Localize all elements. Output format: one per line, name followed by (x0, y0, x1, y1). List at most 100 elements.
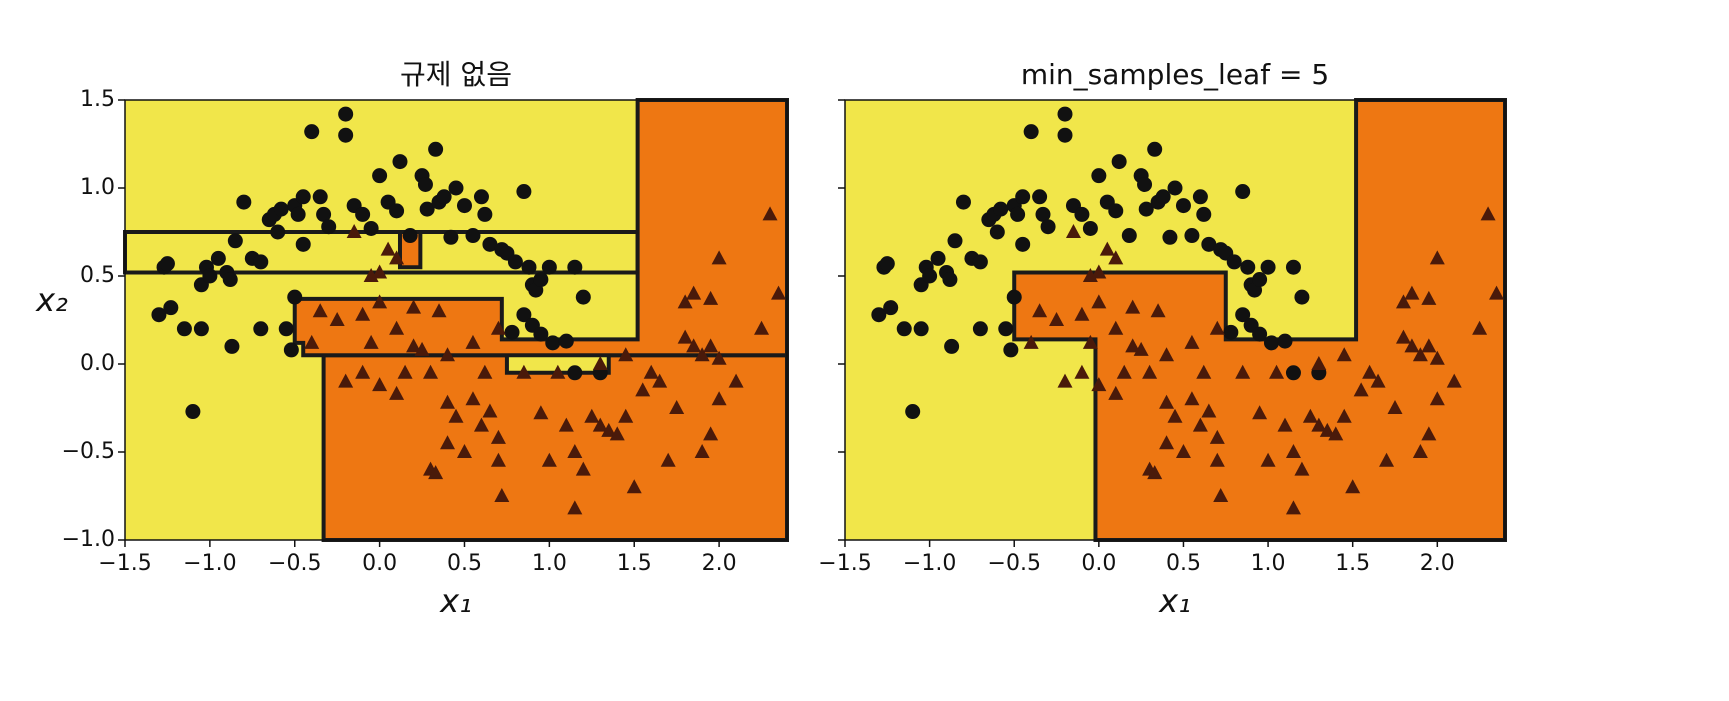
circle-point (338, 106, 354, 122)
y-tick-label: 1.5 (80, 87, 115, 112)
triangle-point (431, 303, 447, 318)
circle-point (1167, 180, 1183, 196)
triangle-point (1412, 347, 1428, 362)
triangle-point (1345, 479, 1361, 494)
circle-point (295, 189, 311, 205)
circle-point (372, 168, 388, 184)
x-tick-label: 1.0 (532, 551, 567, 576)
circle-point (482, 236, 498, 252)
triangle-point (1421, 338, 1437, 353)
circle-point (402, 228, 418, 244)
circle-point (1285, 365, 1301, 381)
triangle-point (660, 452, 676, 467)
triangle-point (329, 312, 345, 326)
circle-point (1057, 127, 1073, 143)
circle-point (905, 404, 921, 420)
triangle-point (482, 403, 498, 418)
triangle-point (762, 206, 778, 221)
circle-point (567, 259, 583, 275)
triangle-point (567, 444, 583, 458)
triangle-point (355, 306, 371, 321)
circle-point (287, 289, 303, 305)
circle-point (363, 220, 379, 236)
circle-point (1137, 176, 1153, 192)
circle-point (1074, 206, 1090, 222)
circle-point (456, 198, 472, 214)
circle-point (193, 321, 209, 337)
triangle-point (372, 377, 388, 392)
circle-point (436, 189, 452, 205)
triangle-point (1302, 408, 1318, 423)
triangle-point (304, 334, 320, 349)
triangle-point (1235, 364, 1251, 379)
triangle-point (1404, 285, 1420, 300)
triangle-point (456, 444, 472, 458)
triangle-point (1201, 403, 1217, 418)
triangle-point (1133, 341, 1149, 356)
triangle-point (1108, 320, 1124, 335)
triangle-point (754, 320, 770, 335)
circle-point (253, 321, 269, 337)
circle-point (1252, 272, 1268, 288)
triangle-point (711, 250, 727, 265)
triangle-point (1074, 306, 1090, 321)
triangle-point (1294, 461, 1310, 476)
triangle-point (448, 408, 464, 423)
circle-point (1201, 236, 1217, 252)
decision-region (321, 353, 789, 542)
circle-point (304, 124, 320, 140)
triangle-point (1277, 417, 1293, 432)
circle-point (972, 321, 988, 337)
circle-point (1121, 228, 1137, 244)
triangle-point (694, 347, 710, 362)
circle-point (896, 321, 912, 337)
triangle-point (618, 408, 634, 423)
circle-point (1175, 198, 1191, 214)
circle-point (417, 176, 433, 192)
circle-point (922, 268, 938, 284)
triangle-point (728, 373, 744, 388)
triangle-point (550, 364, 566, 379)
circle-point (202, 268, 218, 284)
triangle-point (584, 408, 600, 423)
circle-point (913, 321, 929, 337)
circle-point (1010, 206, 1026, 222)
triangle-point (1108, 250, 1124, 265)
circle-point (1184, 228, 1200, 244)
circle-point (473, 189, 489, 205)
circle-point (533, 272, 549, 288)
triangle-point (558, 417, 574, 432)
triangle-point (1082, 268, 1098, 282)
triangle-point (609, 426, 625, 441)
circle-point (316, 206, 332, 222)
circle-point (533, 326, 549, 342)
circle-point (1223, 324, 1239, 340)
circle-point (1032, 189, 1048, 205)
triangle-point (1175, 444, 1191, 458)
x-tick-label: −1.5 (818, 551, 871, 576)
triangle-point (1150, 303, 1166, 318)
x-tick-label: −1.0 (903, 551, 956, 576)
triangle-point (440, 435, 456, 450)
circle-point (1260, 259, 1276, 275)
circle-point (947, 233, 963, 249)
triangle-point (575, 461, 591, 476)
triangle-point (1429, 391, 1445, 406)
circle-point (567, 365, 583, 381)
x-tick-label: −0.5 (268, 551, 321, 576)
circle-point (159, 256, 175, 272)
circle-point (295, 236, 311, 252)
circle-point (477, 206, 493, 222)
circle-point (1240, 259, 1256, 275)
triangle-point (1049, 312, 1065, 326)
triangle-point (406, 299, 422, 314)
triangle-point (686, 285, 702, 300)
triangle-point (389, 320, 405, 335)
triangle-point (1125, 299, 1141, 314)
triangle-point (1319, 422, 1335, 437)
circle-point (448, 180, 464, 196)
y-tick-label: 1.0 (80, 175, 115, 200)
x-axis-label: x₁ (439, 582, 472, 620)
triangle-point (626, 479, 642, 494)
